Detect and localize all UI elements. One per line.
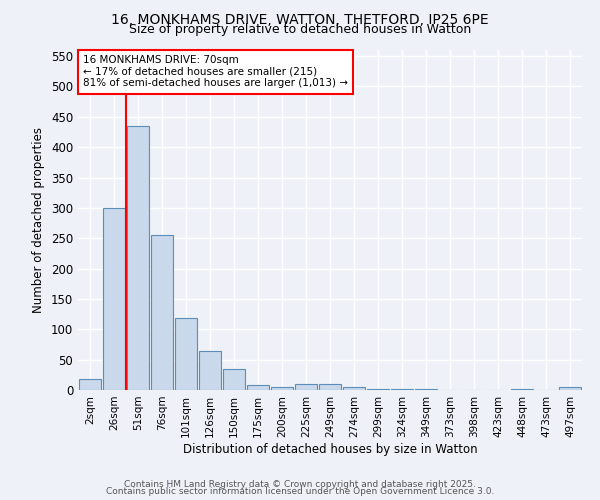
Bar — [199, 350, 221, 390]
Text: Size of property relative to detached houses in Watton: Size of property relative to detached ho… — [129, 22, 471, 36]
Text: Contains public sector information licensed under the Open Government Licence 3.: Contains public sector information licen… — [106, 487, 494, 496]
Text: 16 MONKHAMS DRIVE: 70sqm
← 17% of detached houses are smaller (215)
81% of semi-: 16 MONKHAMS DRIVE: 70sqm ← 17% of detach… — [83, 55, 348, 88]
Y-axis label: Number of detached properties: Number of detached properties — [32, 127, 46, 313]
Bar — [271, 387, 293, 390]
Bar — [127, 126, 149, 390]
Bar — [79, 379, 101, 390]
Text: 16, MONKHAMS DRIVE, WATTON, THETFORD, IP25 6PE: 16, MONKHAMS DRIVE, WATTON, THETFORD, IP… — [111, 12, 489, 26]
Text: Contains HM Land Registry data © Crown copyright and database right 2025.: Contains HM Land Registry data © Crown c… — [124, 480, 476, 489]
Bar — [247, 385, 269, 390]
Bar — [319, 384, 341, 390]
X-axis label: Distribution of detached houses by size in Watton: Distribution of detached houses by size … — [182, 442, 478, 456]
Bar — [367, 389, 389, 390]
Bar — [103, 208, 125, 390]
Bar — [415, 389, 437, 390]
Bar — [223, 369, 245, 390]
Bar — [511, 389, 533, 390]
Bar — [295, 384, 317, 390]
Bar — [391, 389, 413, 390]
Bar — [343, 387, 365, 390]
Bar — [175, 318, 197, 390]
Bar — [151, 235, 173, 390]
Bar — [559, 387, 581, 390]
